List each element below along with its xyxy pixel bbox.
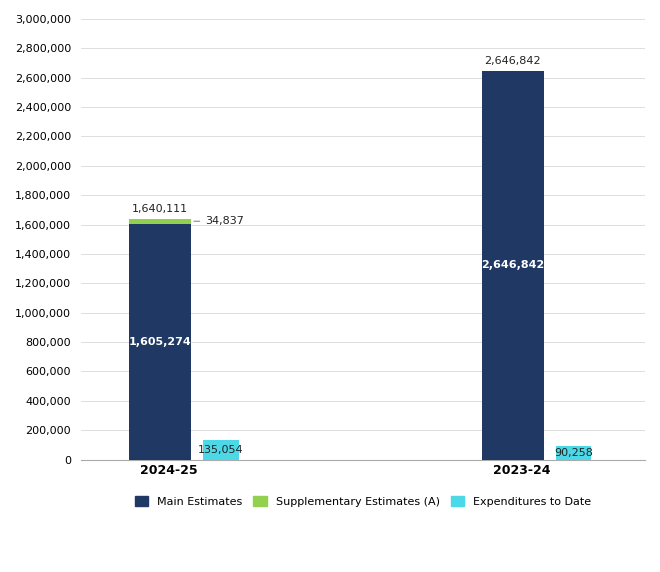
- Bar: [482, 71, 544, 459]
- Text: 34,837: 34,837: [194, 216, 244, 227]
- Text: 135,054: 135,054: [198, 444, 244, 455]
- Bar: [556, 446, 591, 459]
- Text: 2,646,842: 2,646,842: [481, 260, 544, 270]
- Text: 90,258: 90,258: [554, 448, 593, 458]
- Text: 1,640,111: 1,640,111: [132, 204, 188, 213]
- Text: 2,646,842: 2,646,842: [484, 55, 541, 66]
- Bar: [129, 224, 191, 459]
- Text: 1,605,274: 1,605,274: [129, 337, 191, 347]
- Bar: [203, 440, 239, 459]
- Bar: [129, 219, 191, 224]
- Legend: Main Estimates, Supplementary Estimates (A), Expenditures to Date: Main Estimates, Supplementary Estimates …: [131, 492, 595, 511]
